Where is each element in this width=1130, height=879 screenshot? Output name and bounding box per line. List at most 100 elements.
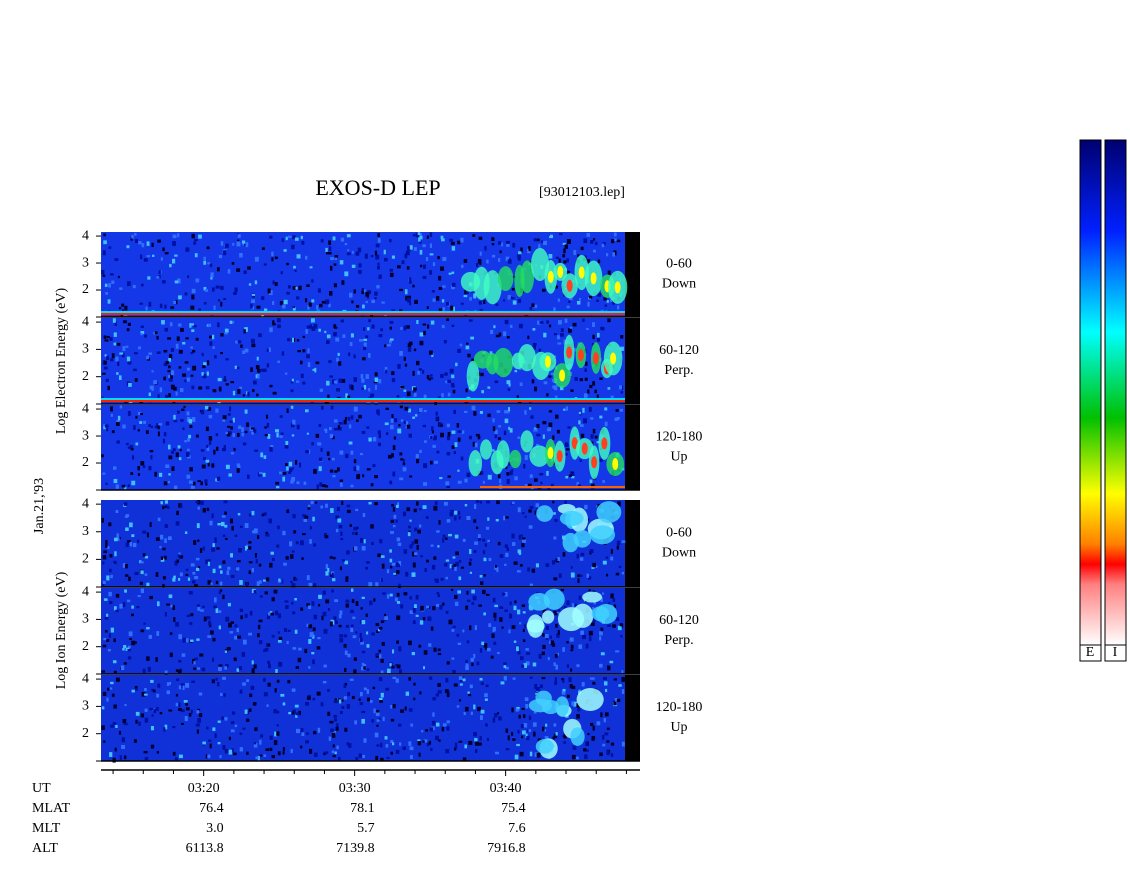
texture [504,410,508,414]
texture [505,240,510,244]
texture [195,337,199,341]
texture [403,389,407,392]
texture [378,334,383,338]
texture [524,697,529,702]
texture [253,528,258,534]
texture [237,635,242,639]
texture [330,405,334,410]
texture [351,264,356,268]
texture [325,251,329,255]
texture [454,601,459,606]
texture [121,737,125,743]
texture [313,752,318,757]
texture [248,546,252,550]
texture [612,624,616,628]
texture [277,639,282,643]
texture [610,395,614,398]
texture [190,613,194,617]
texture [324,400,329,405]
texture [239,732,243,735]
texture [184,716,188,722]
texture [505,666,509,670]
texture [571,475,575,479]
texture [526,652,531,655]
texture [405,571,409,577]
panel-angle: 60-120 [659,343,699,358]
texture [125,542,129,547]
texture [440,235,444,240]
texture [229,406,232,412]
texture [315,433,320,438]
texture [245,546,249,550]
texture [392,676,397,680]
texture [290,423,295,428]
texture [257,535,260,539]
texture [532,662,537,667]
texture [113,704,117,709]
texture [432,712,435,717]
texture [589,479,593,484]
texture [328,240,332,246]
texture [192,365,197,371]
texture [306,603,310,607]
texture [599,752,603,757]
texture [281,238,284,243]
texture [516,743,520,747]
texture [273,740,278,746]
texture [294,704,299,708]
texture [193,661,196,665]
texture [192,571,196,575]
texture [340,531,343,536]
texture [172,577,176,582]
texture [220,692,223,697]
texture [227,413,231,416]
texture [617,501,621,507]
texture [289,541,293,547]
texture [353,546,358,551]
texture [167,337,172,340]
texture [186,367,190,371]
y-tick-label: 3 [82,428,89,443]
texture [306,696,311,700]
texture [463,259,468,263]
texture [373,598,376,602]
texture [103,233,106,237]
texture [222,560,226,564]
texture [430,377,434,380]
texture [134,232,137,236]
texture [246,422,250,427]
texture [245,582,249,588]
texture [294,577,298,581]
texture [234,287,238,293]
texture [207,560,210,566]
texture [599,636,602,641]
texture [125,345,129,348]
texture [522,539,526,543]
texture [374,372,378,377]
texture [368,501,372,505]
texture [553,662,556,666]
texture [440,432,444,438]
texture [173,575,176,579]
texture [519,534,523,537]
texture [164,670,168,676]
texture [413,247,417,251]
texture [460,566,465,569]
texture [326,380,330,386]
texture [577,707,581,712]
texture [475,500,480,503]
texture [426,235,429,239]
texture [226,425,231,428]
texture [453,563,456,567]
texture [574,348,578,352]
texture [119,603,123,609]
texture [411,651,416,656]
texture [452,282,456,287]
texture [339,479,344,482]
texture [422,244,426,248]
texture [135,688,138,691]
texture [263,692,268,697]
texture [488,557,492,562]
texture [550,235,554,238]
texture [453,683,458,687]
